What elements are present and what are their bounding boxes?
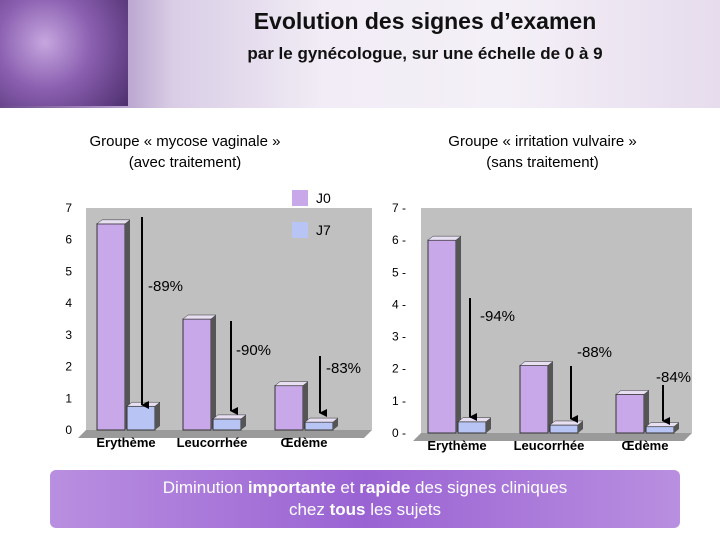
x-category-label: Leucorrhée	[177, 435, 248, 450]
chart-2: 0 - 1 - 2 - 3 - 4 - 5 - 6 - 7 - Erythème Leucorrh…	[392, 201, 692, 453]
bar-side-j0	[548, 361, 553, 433]
y-tick-label: 1 -	[392, 394, 406, 408]
bar-j0	[615, 393, 645, 434]
y-tick-label: 7	[65, 201, 72, 215]
x-category-label: Leucorrhée	[514, 438, 585, 453]
bar-top-j7	[212, 414, 247, 420]
y-tick-label: 5	[65, 264, 72, 278]
legend-swatch-j7	[292, 222, 308, 238]
reduction-label: -83%	[326, 360, 361, 377]
legend: J0 J7	[292, 190, 331, 238]
y-tick-label: 3 -	[392, 330, 406, 344]
x-category-label: Erythème	[96, 435, 155, 450]
bar-j7	[457, 421, 487, 434]
banner-text-3: des signes cliniques	[410, 478, 568, 497]
bar-top-j0	[615, 390, 650, 395]
reduction-label: -90%	[236, 342, 271, 359]
y-tick-label: 4 -	[392, 297, 406, 311]
bar-side-j7	[674, 422, 679, 433]
bar-j0	[182, 318, 212, 431]
chart-1: 0 1 2 3 4 5 6 7 Erythème Leucorrhée Œdème -89% -90% -…	[65, 201, 372, 450]
y-tick-label: 0	[65, 423, 72, 437]
y-tick-label: 5 -	[392, 265, 406, 279]
y-tick-label: 2 -	[392, 362, 406, 376]
conclusion-banner: Diminution importante et rapide des sign…	[50, 470, 680, 528]
bar-top-j0	[96, 219, 131, 225]
bar-top-j0	[519, 361, 554, 366]
plot-floor	[413, 433, 692, 441]
left-group-title: Groupe « mycose vaginale »	[89, 133, 281, 150]
bar-j0	[96, 223, 126, 431]
bar-top-j7	[457, 417, 492, 422]
reduction-label: -84%	[656, 369, 691, 386]
bar-side-j0	[644, 390, 649, 433]
bar-side-j0	[303, 381, 308, 430]
legend-label-j7: J7	[316, 222, 331, 238]
reduction-label: -88%	[577, 344, 612, 361]
bar-side-j7	[155, 402, 160, 430]
left-group-heading: Groupe « mycose vaginale » (avec traitem…	[40, 131, 330, 173]
bar-side-j7	[333, 418, 338, 430]
y-tick-label: 1	[65, 391, 72, 405]
y-tick-label: 0 -	[392, 426, 406, 440]
page-title: Evolution des signes d’examen	[253, 8, 597, 34]
bar-top-j7	[549, 420, 584, 426]
y-tick-label: 7 -	[392, 201, 406, 215]
banner-bold-tous: tous	[329, 500, 366, 519]
y-tick-label: 6 -	[392, 233, 406, 247]
legend-label-j0: J0	[316, 190, 331, 206]
bar-side-j0	[211, 315, 216, 430]
legend-swatch-j0	[292, 190, 308, 206]
banner-text-2: et	[335, 478, 360, 497]
bar-top-j7	[304, 417, 339, 423]
right-group-subtitle: (sans traitement)	[486, 154, 599, 171]
banner-text-4: chez	[288, 500, 330, 519]
bar-top-j0	[427, 235, 462, 241]
bar-j7	[212, 418, 242, 431]
reduction-label: -94%	[480, 308, 515, 325]
y-tick-label: 2	[65, 360, 72, 374]
page-subtitle: par le gynécologue, sur une échelle de 0…	[247, 44, 603, 63]
bar-j0	[274, 385, 304, 431]
x-category-label: Œdème	[281, 435, 328, 450]
bar-side-j7	[486, 417, 491, 433]
banner-text-1: Diminution	[162, 478, 248, 497]
bar-j7	[304, 421, 334, 431]
banner-bold-importante: importante	[247, 478, 336, 497]
right-group-heading: Groupe « irritation vulvaire » (sans tra…	[400, 131, 685, 173]
y-tick-label: 6	[65, 233, 72, 247]
bar-top-j7	[645, 422, 680, 427]
bar-j7	[645, 426, 675, 434]
bar-top-j0	[182, 314, 217, 320]
bar-j0	[519, 365, 549, 434]
bar-side-j0	[456, 236, 461, 433]
y-tick-label: 3	[65, 328, 72, 342]
bar-j7	[549, 424, 579, 434]
bar-side-j0	[125, 219, 130, 430]
x-category-label: Erythème	[427, 438, 486, 453]
plot-area	[421, 208, 692, 433]
bar-side-j7	[241, 414, 246, 430]
banner-bold-rapide: rapide	[359, 478, 411, 497]
bar-top-j7	[126, 401, 161, 407]
bar-j0	[427, 239, 457, 434]
decorative-photo	[0, 0, 128, 106]
bar-j7	[126, 405, 156, 431]
banner-text-5: les sujets	[365, 500, 442, 519]
x-category-label: Œdème	[622, 438, 669, 453]
left-group-subtitle: (avec traitement)	[128, 154, 242, 171]
right-group-title: Groupe « irritation vulvaire »	[448, 133, 637, 150]
plot-area	[86, 208, 372, 430]
reduction-label: -89%	[148, 278, 183, 295]
plot-floor	[78, 430, 372, 438]
y-tick-label: 4	[65, 296, 72, 310]
bar-top-j0	[274, 381, 309, 386]
